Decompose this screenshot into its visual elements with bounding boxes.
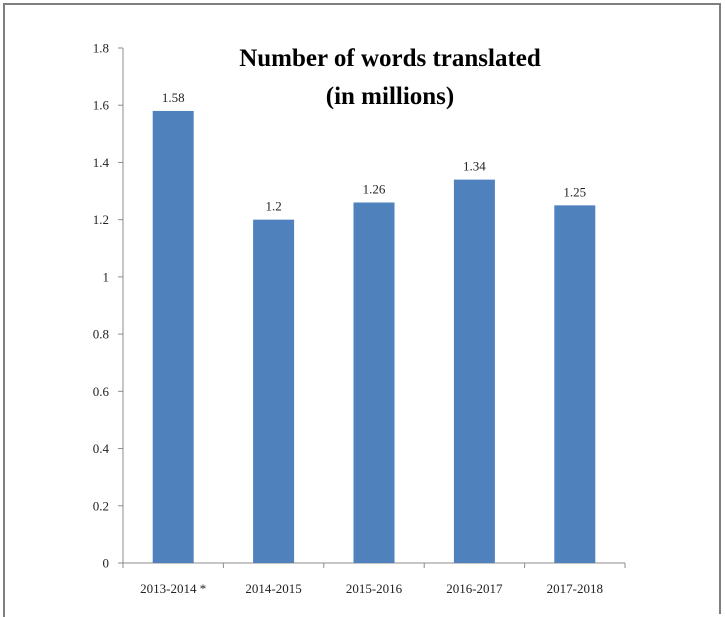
bar — [253, 219, 295, 563]
y-tick-label: 0.8 — [93, 327, 109, 342]
bar-value-label: 1.34 — [463, 159, 486, 174]
y-tick-label: 0.6 — [93, 384, 110, 399]
x-tick-label: 2016-2017 — [446, 581, 503, 596]
bar-value-label: 1.2 — [265, 199, 281, 214]
chart-frame — [3, 3, 721, 614]
y-axis: 0 0.2 0.4 0.6 0.8 1 1.2 1.4 1.6 1.8 — [93, 41, 124, 571]
chart-title-line-2: (in millions) — [326, 83, 455, 110]
y-tick-label: 0.2 — [93, 498, 109, 513]
y-tick-label: 0.4 — [93, 441, 110, 456]
y-tick-label: 0 — [103, 556, 110, 571]
chart-title-line-1: Number of words translated — [239, 45, 541, 72]
x-tick-label: 2013-2014 * — [140, 581, 206, 596]
x-tick-label: 2015-2016 — [346, 581, 403, 596]
bar — [152, 110, 194, 563]
x-tick-label: 2014-2015 — [245, 581, 301, 596]
frame-edge — [3, 612, 5, 617]
bar-value-label: 1.26 — [363, 182, 386, 197]
x-axis: 2013-2014 * 2014-2015 2015-2016 2016-2017 20… — [122, 562, 626, 596]
y-tick-label: 1.6 — [93, 98, 110, 113]
x-tick-label: 2017-2018 — [547, 581, 603, 596]
bar — [353, 202, 395, 563]
bar — [554, 205, 596, 563]
bar-value-label: 1.58 — [162, 90, 185, 105]
bar — [453, 179, 495, 563]
y-tick-label: 1.8 — [93, 41, 109, 56]
y-tick-label: 1 — [103, 269, 110, 284]
y-tick-label: 1.2 — [93, 212, 109, 227]
y-tick-label: 1.4 — [93, 155, 110, 170]
data-labels: 1.58 1.2 1.26 1.34 1.25 — [162, 90, 586, 214]
bar-value-label: 1.25 — [563, 184, 586, 199]
bars — [152, 110, 596, 563]
